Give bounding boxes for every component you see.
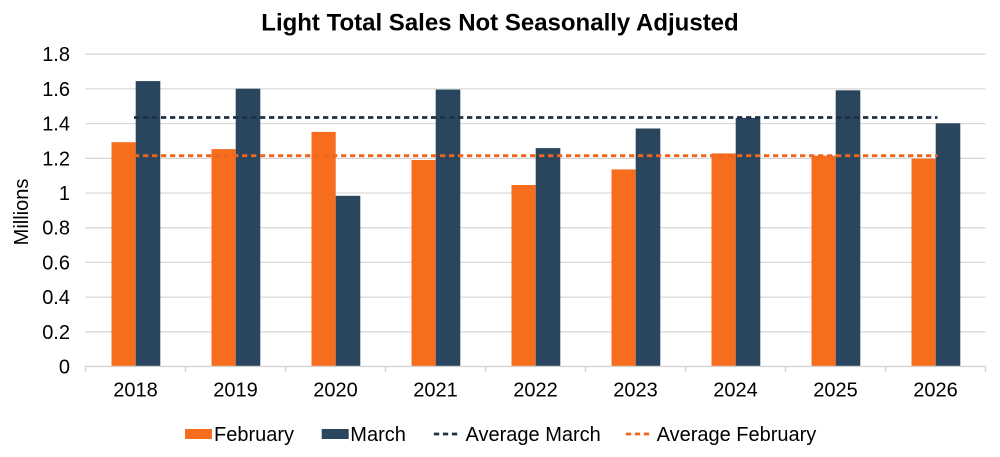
svg-text:March: March xyxy=(350,424,406,446)
svg-text:February: February xyxy=(214,424,294,446)
svg-text:2024: 2024 xyxy=(713,380,758,402)
svg-text:1: 1 xyxy=(59,183,70,205)
svg-text:2019: 2019 xyxy=(213,380,258,402)
svg-text:2026: 2026 xyxy=(913,380,958,402)
svg-text:Average March: Average March xyxy=(466,424,601,446)
svg-text:Millions: Millions xyxy=(11,179,33,246)
svg-text:1.2: 1.2 xyxy=(42,148,70,170)
svg-text:1.8: 1.8 xyxy=(42,44,70,66)
svg-text:2020: 2020 xyxy=(313,380,358,402)
svg-text:2022: 2022 xyxy=(513,380,558,402)
svg-text:0.2: 0.2 xyxy=(42,322,70,344)
svg-text:Light Total Sales Not Seasonal: Light Total Sales Not Seasonally Adjuste… xyxy=(261,9,738,36)
svg-text:2018: 2018 xyxy=(113,380,158,402)
svg-text:0.4: 0.4 xyxy=(42,287,70,309)
svg-text:1.6: 1.6 xyxy=(42,79,70,101)
svg-text:0.6: 0.6 xyxy=(42,252,70,274)
svg-text:0: 0 xyxy=(59,357,70,379)
svg-text:Average February: Average February xyxy=(657,424,817,446)
svg-text:1.4: 1.4 xyxy=(42,114,70,136)
svg-text:2023: 2023 xyxy=(613,380,658,402)
svg-text:2021: 2021 xyxy=(413,380,458,402)
svg-text:0.8: 0.8 xyxy=(42,218,70,240)
svg-text:2025: 2025 xyxy=(813,380,858,402)
